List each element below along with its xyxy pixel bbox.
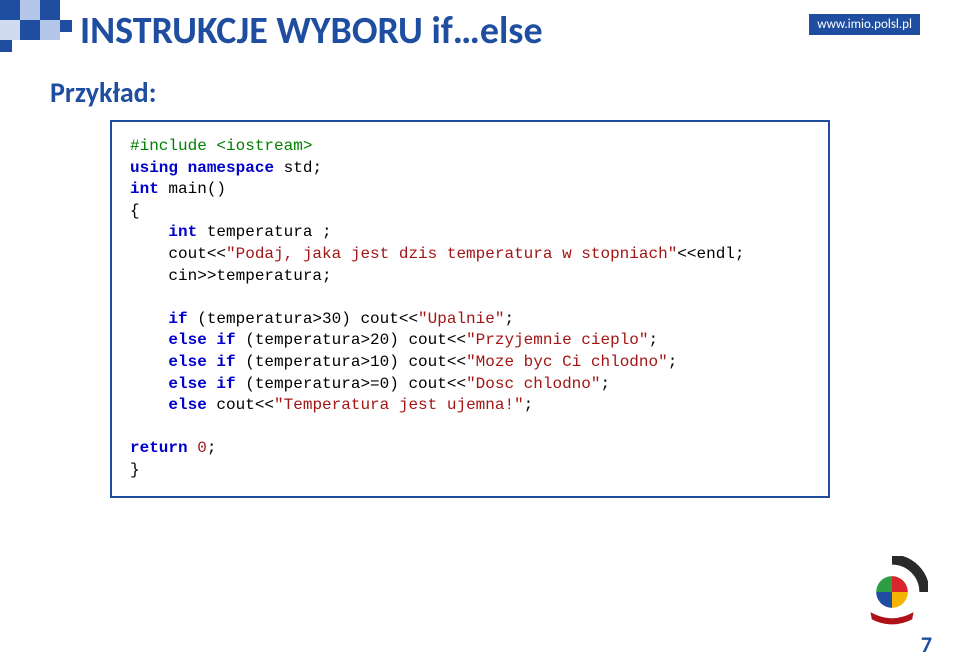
kw-using: using bbox=[130, 159, 178, 177]
kw-else1: else bbox=[168, 331, 206, 349]
indent bbox=[130, 223, 168, 241]
logo-slice-1 bbox=[892, 576, 908, 592]
deco-square bbox=[40, 0, 60, 20]
brace-close: } bbox=[130, 461, 140, 479]
kw-return: return bbox=[130, 439, 188, 457]
site-url: www.imio.polsl.pl bbox=[809, 14, 920, 35]
std-text: std; bbox=[274, 159, 322, 177]
deco-square bbox=[0, 0, 20, 20]
ret-val: 0 bbox=[188, 439, 207, 457]
institution-logo bbox=[856, 556, 928, 628]
if2-cond: (temperatura>20) cout<< bbox=[236, 331, 466, 349]
semi5: ; bbox=[524, 396, 534, 414]
deco-square bbox=[40, 20, 60, 40]
if2-str: "Przyjemnie cieplo" bbox=[466, 331, 648, 349]
else-final-str: "Temperatura jest ujemna!" bbox=[274, 396, 524, 414]
kw-int: int bbox=[130, 180, 159, 198]
kw-else2: else bbox=[168, 353, 206, 371]
deco-squares bbox=[0, 0, 80, 60]
str-podaj: "Podaj, jaka jest dzis temperatura w sto… bbox=[226, 245, 677, 263]
rest-podaj: <<endl; bbox=[677, 245, 744, 263]
logo-slice-4 bbox=[876, 576, 892, 592]
deco-square bbox=[0, 20, 20, 40]
main-text: main() bbox=[159, 180, 226, 198]
semi1: ; bbox=[504, 310, 514, 328]
example-label: Przykład: bbox=[50, 75, 156, 110]
if1-str: "Upalnie" bbox=[418, 310, 504, 328]
preprocessor: #include <iostream> bbox=[130, 137, 312, 155]
kw-else3: else bbox=[168, 375, 206, 393]
code-box: #include <iostream> using namespace std;… bbox=[110, 120, 830, 498]
cout-podaj: cout<< bbox=[130, 245, 226, 263]
if3-cond: (temperatura>10) cout<< bbox=[236, 353, 466, 371]
deco-square bbox=[60, 20, 72, 32]
kw-int2: int bbox=[168, 223, 197, 241]
kw-namespace: namespace bbox=[188, 159, 274, 177]
if3-str: "Moze byc Ci chlodno" bbox=[466, 353, 668, 371]
if1-cond: (temperatura>30) cout<< bbox=[188, 310, 418, 328]
kw-else4: else bbox=[168, 396, 206, 414]
kw-if1: if bbox=[168, 310, 187, 328]
semi2: ; bbox=[649, 331, 659, 349]
logo-slice-3 bbox=[876, 592, 892, 608]
cin-line: cin>>temperatura; bbox=[130, 267, 332, 285]
header: INSTRUKCJE WYBORU if…else bbox=[80, 8, 543, 54]
slide-title: INSTRUKCJE WYBORU if…else bbox=[80, 8, 543, 54]
logo-banner bbox=[870, 612, 913, 624]
kw-if4: if bbox=[216, 375, 235, 393]
logo-svg bbox=[856, 556, 928, 628]
kw-if2: if bbox=[216, 331, 235, 349]
if4-cond: (temperatura>=0) cout<< bbox=[236, 375, 466, 393]
kw-if3: if bbox=[216, 353, 235, 371]
deco-square bbox=[0, 40, 12, 52]
brace-open: { bbox=[130, 202, 140, 220]
decl-var: temperatura ; bbox=[197, 223, 331, 241]
semi4: ; bbox=[600, 375, 610, 393]
deco-square bbox=[20, 20, 40, 40]
else-final: cout<< bbox=[207, 396, 274, 414]
semi3: ; bbox=[668, 353, 678, 371]
semi6: ; bbox=[207, 439, 217, 457]
page-number: 7 bbox=[921, 631, 932, 658]
deco-square bbox=[20, 0, 40, 20]
if4-str: "Dosc chlodno" bbox=[466, 375, 600, 393]
logo-slice-2 bbox=[892, 592, 908, 608]
